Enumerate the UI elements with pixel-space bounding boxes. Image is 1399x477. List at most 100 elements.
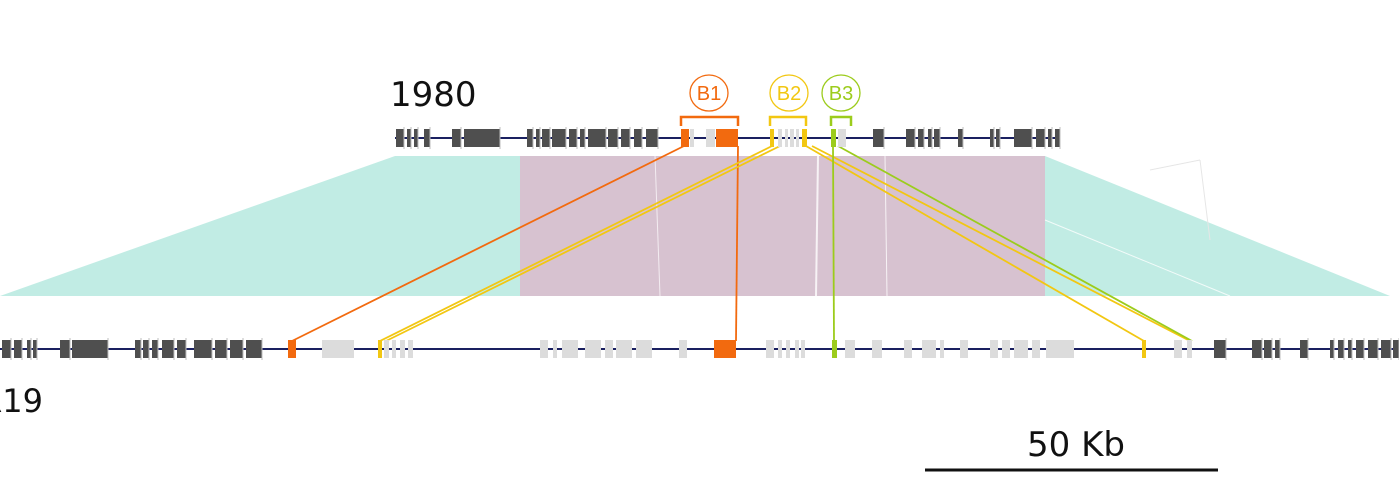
block-gene-b2 — [378, 340, 382, 358]
block-gene-b2 — [1142, 340, 1146, 358]
gene-marker — [552, 129, 566, 147]
block-gene-b3 — [832, 340, 837, 358]
block-gene-b1 — [681, 129, 689, 147]
gene-marker — [464, 129, 500, 147]
scale-label: 50 Kb — [1027, 425, 1125, 465]
block-badge-b3 — [821, 74, 861, 112]
gene-marker — [1264, 340, 1272, 358]
gene-marker-minor — [400, 340, 405, 358]
gene-marker — [928, 129, 932, 147]
gene-marker-minor — [616, 340, 632, 358]
ribbon-edge — [1199, 159, 1211, 241]
bracket-b1 — [679, 115, 740, 126]
gene-marker-minor — [940, 340, 944, 358]
connector-b3 — [837, 145, 1193, 342]
gene-marker — [1381, 340, 1391, 358]
gene-marker-minor — [585, 340, 601, 358]
gene-marker — [162, 340, 174, 358]
gene-marker-minor — [706, 129, 715, 147]
gene-marker — [14, 340, 22, 358]
gene-marker-minor — [408, 340, 413, 358]
gene-marker — [72, 340, 108, 358]
connector-b2 — [385, 145, 781, 342]
gene-marker — [230, 340, 243, 358]
genome-track-top — [395, 127, 1061, 149]
gene-marker-minor — [322, 340, 354, 358]
gene-marker-minor — [1174, 340, 1182, 358]
gene-marker-minor — [990, 340, 998, 358]
bracket-b3 — [829, 115, 853, 126]
block-badge-b2 — [769, 74, 809, 112]
gene-marker — [452, 129, 461, 147]
gene-marker — [1252, 340, 1262, 358]
ribbon-edge — [884, 155, 888, 297]
block-label-b3: B3 — [829, 83, 853, 105]
gene-marker-minor — [690, 129, 694, 147]
gene-marker-minor — [392, 340, 396, 358]
connector-b1 — [291, 145, 685, 342]
gene-marker-minor — [1187, 340, 1192, 358]
gene-marker — [1036, 129, 1045, 147]
gene-marker — [152, 340, 158, 358]
gene-marker — [996, 129, 1000, 147]
block-gene-b3 — [831, 129, 836, 147]
block-label-b1: B1 — [697, 83, 721, 105]
ribbon-edge — [654, 155, 661, 297]
genome-label-top: 1980 — [390, 75, 477, 115]
gene-marker — [424, 129, 430, 147]
gene-marker-minor — [778, 340, 782, 358]
gene-marker — [1393, 340, 1399, 358]
gene-marker — [646, 129, 658, 147]
gene-marker-minor — [796, 129, 799, 147]
ribbon-edge — [815, 155, 819, 297]
scale-bar: 50 Kb — [925, 425, 1218, 472]
gene-marker-minor — [785, 129, 788, 147]
block-badge-b1 — [689, 74, 729, 112]
gene-marker — [569, 129, 577, 147]
gene-marker — [873, 129, 884, 147]
gene-marker-minor — [1046, 340, 1074, 358]
gene-marker-minor — [904, 340, 912, 358]
gene-marker — [177, 340, 186, 358]
gene-marker — [1330, 340, 1334, 358]
gene-marker — [1338, 340, 1344, 358]
gene-marker-minor — [786, 340, 790, 358]
gene-marker-minor — [1014, 340, 1028, 358]
gene-marker — [634, 129, 642, 147]
gene-marker — [246, 340, 262, 358]
connector-b2 — [379, 145, 773, 342]
connector-b2 — [805, 145, 1145, 342]
gene-marker — [621, 129, 630, 147]
block-gene-b1 — [716, 129, 738, 147]
block-gene-b1 — [714, 340, 736, 358]
gene-marker-minor — [562, 340, 578, 358]
gene-marker-minor — [384, 340, 389, 358]
gene-marker — [1275, 340, 1280, 358]
block-label-b2: B2 — [777, 83, 801, 105]
gene-marker — [215, 340, 227, 358]
gene-marker — [407, 129, 411, 147]
block-gene-b1 — [288, 340, 296, 358]
gene-marker — [60, 340, 70, 358]
gene-marker-minor — [1002, 340, 1010, 358]
gene-marker — [1368, 340, 1378, 358]
gene-marker-minor — [922, 340, 936, 358]
connector-b3 — [832, 145, 835, 342]
gene-marker — [906, 129, 915, 147]
gene-marker-minor — [801, 340, 805, 358]
gene-marker — [143, 340, 149, 358]
gene-marker-minor — [790, 129, 794, 147]
gene-marker-minor — [553, 340, 557, 358]
bracket-b2 — [768, 115, 808, 126]
gene-marker — [1214, 340, 1226, 358]
block-gene-b2 — [802, 129, 807, 147]
gene-marker-minor — [960, 340, 968, 358]
gene-marker — [536, 129, 540, 147]
gene-marker-minor — [605, 340, 613, 358]
gene-marker — [1300, 340, 1308, 358]
synteny-ribbons — [0, 155, 1390, 297]
gene-marker-minor — [795, 340, 799, 358]
syntenic-region-inverted — [520, 156, 1045, 296]
gene-marker-minor — [636, 340, 652, 358]
